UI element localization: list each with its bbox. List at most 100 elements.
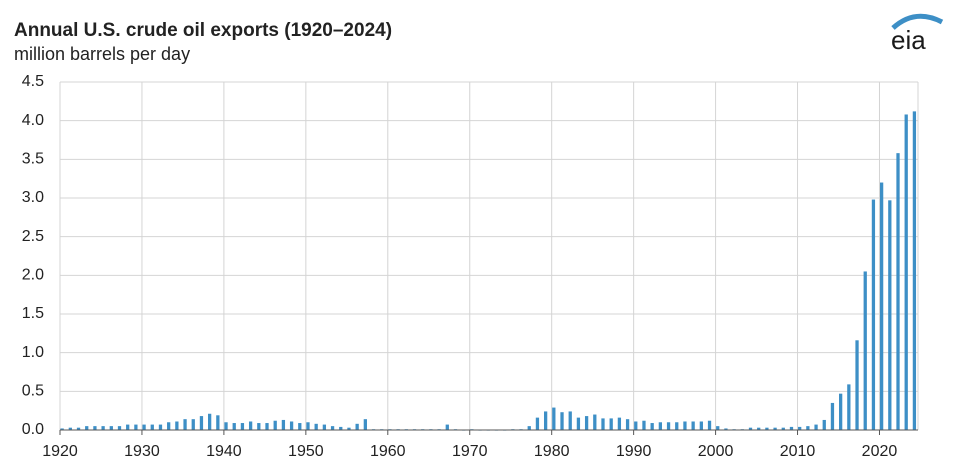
y-tick-label: 3.0 (22, 189, 44, 206)
bar (855, 340, 859, 430)
bar (773, 427, 777, 430)
x-tick-label: 2000 (698, 443, 734, 460)
bar (535, 417, 540, 430)
x-tick-label: 1950 (288, 443, 324, 460)
bar (281, 419, 286, 430)
bar (445, 424, 449, 430)
bar (642, 420, 646, 430)
x-tick-label: 1970 (452, 443, 488, 460)
y-tick-label: 2.5 (22, 228, 44, 245)
bar (347, 427, 351, 430)
bar (806, 426, 810, 430)
x-tick-label: 1920 (42, 443, 78, 460)
bar (707, 420, 712, 430)
bar (781, 427, 785, 430)
bar (617, 417, 622, 430)
bar (527, 426, 531, 430)
bar (691, 421, 695, 430)
bar (199, 416, 204, 430)
logo-text: eia (891, 25, 926, 55)
bar (85, 426, 89, 430)
bar (355, 423, 359, 430)
bar (175, 421, 179, 430)
logo-swoosh (891, 13, 944, 30)
y-tick-label: 2.0 (22, 267, 44, 284)
x-tick-label: 2010 (780, 443, 816, 460)
chart-subtitle: million barrels per day (14, 44, 190, 64)
bar (593, 414, 597, 430)
bar (839, 393, 843, 430)
bar (871, 199, 876, 430)
bar (289, 421, 294, 430)
x-tick-label: 2020 (862, 443, 898, 460)
bar (568, 411, 572, 430)
bar (830, 402, 835, 430)
bar (601, 418, 605, 430)
bar (208, 413, 212, 430)
bar (789, 426, 794, 430)
bar (158, 424, 163, 430)
y-tick-label: 4.0 (22, 112, 44, 129)
bar (330, 426, 335, 430)
bar (666, 422, 671, 430)
bar (658, 422, 663, 430)
bar (322, 424, 327, 430)
x-tick-label: 1930 (124, 443, 160, 460)
x-tick-label: 1940 (206, 443, 242, 460)
y-tick-label: 1.0 (22, 344, 44, 361)
bar (167, 422, 171, 430)
bar (609, 418, 613, 430)
bar (265, 423, 269, 430)
bar (232, 423, 236, 430)
bar (240, 423, 245, 430)
bar (822, 419, 826, 430)
bar (912, 111, 917, 431)
bar (257, 423, 261, 430)
bar (60, 428, 64, 430)
bar (76, 427, 81, 430)
bar (117, 426, 122, 430)
bar (101, 426, 105, 430)
bar (576, 417, 581, 430)
bar (93, 426, 97, 430)
bar (584, 416, 589, 430)
bar (896, 153, 900, 430)
bar (683, 421, 687, 430)
bar (109, 426, 113, 430)
bar (675, 422, 679, 430)
bar (814, 424, 818, 430)
bar (314, 423, 318, 430)
bar (298, 423, 302, 430)
bar (134, 424, 138, 430)
bar (552, 407, 556, 430)
bar (273, 420, 277, 430)
bar (879, 182, 884, 430)
y-tick-label: 0.0 (22, 421, 44, 438)
x-tick-label: 1980 (534, 443, 570, 460)
bar (847, 384, 851, 430)
bar (224, 422, 228, 430)
bar (68, 427, 72, 430)
bar (634, 421, 638, 430)
y-tick-label: 4.5 (22, 73, 44, 90)
bar (888, 200, 892, 430)
bar (757, 427, 761, 430)
bar (724, 428, 728, 430)
bar (248, 421, 253, 430)
bar (126, 424, 130, 430)
bar (560, 412, 564, 430)
bar (748, 427, 753, 430)
bar (699, 421, 703, 430)
bar (543, 411, 548, 430)
bar (183, 419, 187, 430)
bar (142, 424, 146, 430)
bar (363, 419, 367, 430)
bar (650, 423, 654, 430)
bar (306, 422, 310, 430)
chart-title: Annual U.S. crude oil exports (1920–2024… (14, 20, 392, 41)
bar (216, 415, 220, 430)
bar (765, 427, 769, 430)
bar (625, 419, 630, 430)
bar (863, 271, 867, 430)
